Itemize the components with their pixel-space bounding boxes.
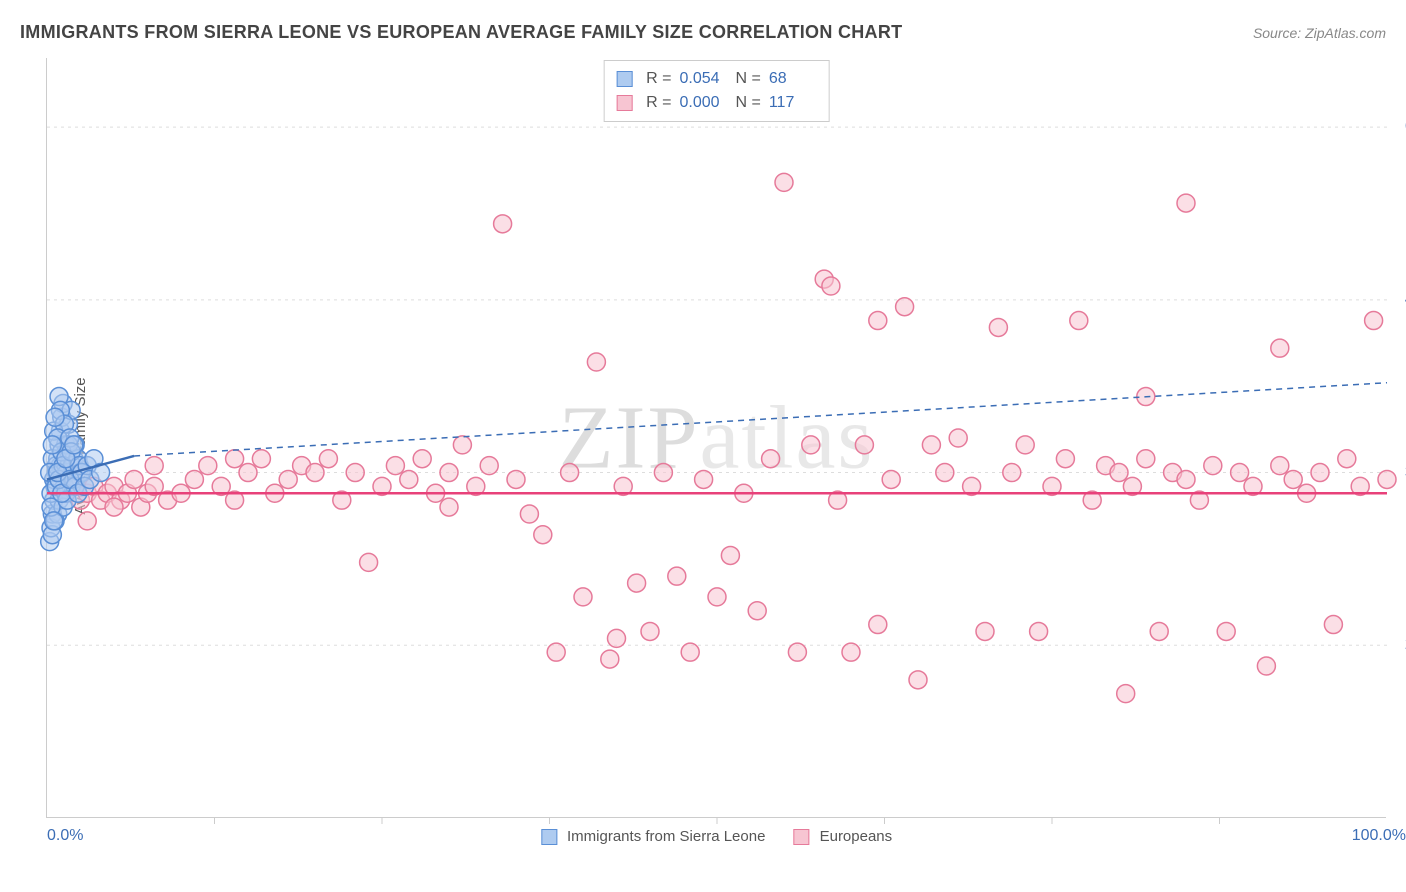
- y-tick: 4.75: [1392, 291, 1406, 309]
- stats-n1: 68: [769, 67, 817, 91]
- x-legend: Immigrants from Sierra Leone Europeans: [541, 828, 892, 845]
- legend-swatch-1: [541, 829, 557, 845]
- stats-r1: 0.054: [680, 67, 728, 91]
- stats-r2: 0.000: [680, 91, 728, 115]
- chart-area: ZIPatlas R = 0.054 N = 68 R = 0.000 N = …: [46, 58, 1386, 818]
- x-tick-0: 0.0%: [47, 827, 83, 845]
- legend-swatch-2: [793, 829, 809, 845]
- stats-row-1: R = 0.054 N = 68: [616, 67, 817, 91]
- swatch-series2: [616, 95, 632, 111]
- y-tick: 2.25: [1392, 636, 1406, 654]
- stats-r-label: R =: [646, 67, 671, 91]
- stats-n-label2: N =: [736, 91, 761, 115]
- y-tick: 6.00: [1392, 118, 1406, 136]
- legend-label-1: Immigrants from Sierra Leone: [567, 828, 765, 845]
- x-tick-100: 100.0%: [1352, 827, 1406, 845]
- stats-box: R = 0.054 N = 68 R = 0.000 N = 117: [603, 60, 830, 122]
- source-label: Source: ZipAtlas.com: [1253, 25, 1386, 41]
- legend-item-2: Europeans: [793, 828, 892, 845]
- chart-title: IMMIGRANTS FROM SIERRA LEONE VS EUROPEAN…: [20, 22, 902, 43]
- swatch-series1: [616, 71, 632, 87]
- stats-n-label: N =: [736, 67, 761, 91]
- stats-row-2: R = 0.000 N = 117: [616, 91, 817, 115]
- stats-r-label2: R =: [646, 91, 671, 115]
- title-bar: IMMIGRANTS FROM SIERRA LEONE VS EUROPEAN…: [20, 22, 1386, 43]
- legend-item-1: Immigrants from Sierra Leone: [541, 828, 766, 845]
- legend-label-2: Europeans: [820, 828, 893, 845]
- y-tick: 3.50: [1392, 464, 1406, 482]
- stats-n2: 117: [769, 91, 817, 115]
- scatter-plot: [47, 58, 1386, 817]
